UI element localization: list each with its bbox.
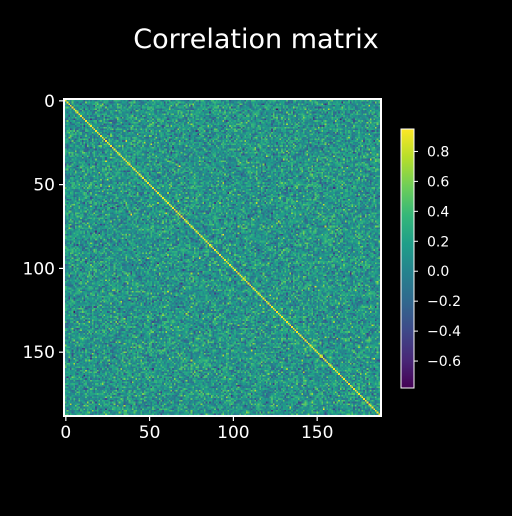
y-tick-label: 150 bbox=[23, 343, 55, 363]
colorbar-frame bbox=[400, 128, 415, 389]
x-tick-label: 0 bbox=[60, 423, 71, 443]
y-tick-label: 100 bbox=[23, 259, 55, 279]
y-tick-label: 50 bbox=[33, 176, 55, 196]
x-axis: 0 50 100 150 bbox=[60, 416, 333, 443]
x-tick-label: 100 bbox=[217, 423, 249, 443]
colorbar-tick-label: −0.4 bbox=[427, 324, 461, 340]
colorbar-tick-label: 0.8 bbox=[427, 144, 449, 160]
heatmap-image bbox=[65, 100, 380, 415]
colorbar-tick-label: 0.2 bbox=[427, 234, 449, 250]
y-axis: 0 50 100 150 bbox=[23, 92, 64, 363]
x-tick-label: 50 bbox=[139, 423, 161, 443]
y-tick-label: 0 bbox=[44, 92, 55, 112]
colorbar-gradient bbox=[401, 129, 414, 388]
colorbar: 0.8 0.6 0.4 0.2 0.0 −0.2 −0.4 −0.6 bbox=[400, 128, 461, 389]
colorbar-tick-label: 0.6 bbox=[427, 174, 449, 190]
x-tick-label: 150 bbox=[301, 423, 333, 443]
colorbar-tick-label: 0.0 bbox=[427, 264, 449, 280]
colorbar-tick-label: 0.4 bbox=[427, 204, 449, 220]
chart-title: Correlation matrix bbox=[133, 24, 379, 55]
colorbar-tick-label: −0.6 bbox=[427, 354, 461, 370]
colorbar-tick-label: −0.2 bbox=[427, 294, 461, 310]
axes-frame bbox=[63, 98, 382, 417]
heatmap-cells bbox=[65, 100, 380, 415]
